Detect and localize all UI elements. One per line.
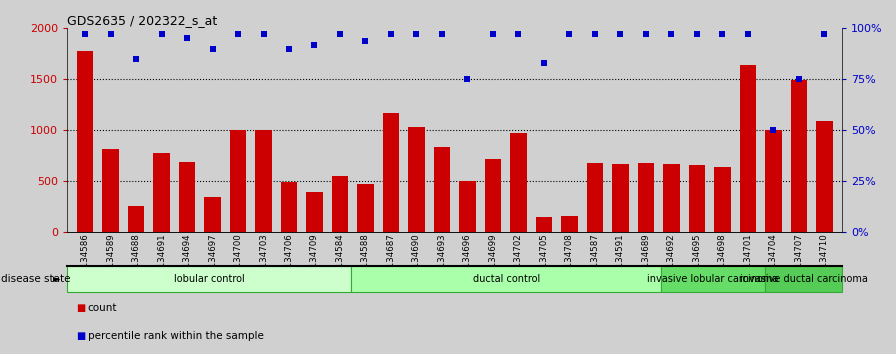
Bar [358, 184, 374, 232]
Bar [102, 149, 119, 232]
Bar [229, 130, 246, 232]
Point [256, 32, 271, 37]
Point [332, 32, 347, 37]
Point [282, 46, 297, 52]
Point [817, 32, 831, 37]
Bar [178, 162, 195, 232]
Text: ■: ■ [76, 303, 85, 313]
Bar [351, 266, 661, 292]
Point [435, 32, 449, 37]
Point [78, 32, 92, 37]
Point [613, 32, 627, 37]
Text: invasive lobular carcinoma: invasive lobular carcinoma [648, 274, 779, 284]
Bar [128, 206, 144, 232]
Bar [739, 65, 756, 232]
Point [409, 32, 424, 37]
Point [154, 32, 168, 37]
Bar [612, 164, 629, 232]
Text: disease state: disease state [1, 274, 71, 284]
Text: ■: ■ [76, 331, 85, 341]
Point [231, 32, 246, 37]
Bar [67, 266, 351, 292]
Point [792, 76, 806, 82]
Bar [689, 165, 705, 232]
Bar [204, 197, 220, 232]
Bar [77, 51, 93, 232]
Bar [332, 176, 349, 232]
Bar [153, 153, 170, 232]
Point [639, 32, 653, 37]
Point [766, 127, 780, 133]
Point [205, 46, 220, 52]
Bar [714, 167, 731, 232]
Point [358, 38, 373, 44]
Bar [587, 163, 603, 232]
Bar [561, 216, 578, 232]
Point [486, 32, 500, 37]
Point [307, 42, 322, 47]
Bar [638, 163, 654, 232]
Bar [765, 130, 781, 232]
Point [537, 60, 551, 66]
Point [512, 32, 526, 37]
Point [690, 32, 704, 37]
Bar [790, 80, 807, 232]
Point [715, 32, 729, 37]
Text: percentile rank within the sample: percentile rank within the sample [88, 331, 263, 341]
Text: ►: ► [54, 274, 61, 284]
Point [588, 32, 602, 37]
Point [664, 32, 678, 37]
Bar [661, 266, 764, 292]
Bar [434, 147, 451, 232]
Point [180, 36, 194, 41]
Bar [255, 130, 271, 232]
Bar [663, 164, 680, 232]
Bar [459, 181, 476, 232]
Point [103, 32, 117, 37]
Bar [485, 159, 501, 232]
Point [461, 76, 475, 82]
Bar [816, 121, 832, 232]
Bar [383, 113, 400, 232]
Text: invasive ductal carcinoma: invasive ductal carcinoma [739, 274, 867, 284]
Point [741, 32, 755, 37]
Bar [536, 217, 552, 232]
Point [563, 32, 577, 37]
Bar [764, 266, 842, 292]
Point [129, 56, 143, 62]
Text: count: count [88, 303, 117, 313]
Bar [510, 133, 527, 232]
Bar [280, 182, 297, 232]
Bar [306, 192, 323, 232]
Text: lobular control: lobular control [174, 274, 245, 284]
Text: ductal control: ductal control [473, 274, 540, 284]
Bar [409, 127, 425, 232]
Point [383, 32, 398, 37]
Text: GDS2635 / 202322_s_at: GDS2635 / 202322_s_at [67, 14, 218, 27]
